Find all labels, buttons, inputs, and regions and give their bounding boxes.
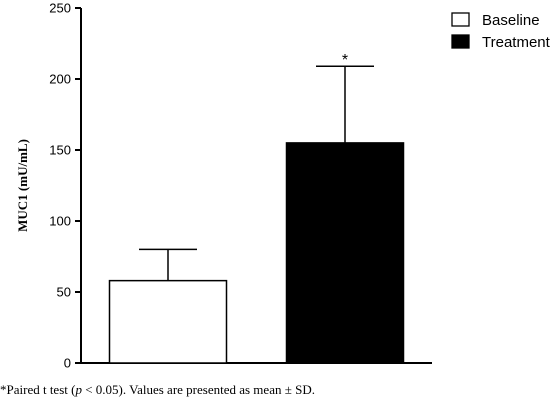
legend-swatch: [451, 34, 470, 49]
y-tick-label: 0: [64, 356, 71, 371]
bar-treatment: [285, 142, 405, 364]
footnote-italic: p: [75, 382, 82, 397]
y-axis-label: MUC1 (mU/mL): [15, 139, 30, 232]
legend-label: Baseline: [482, 12, 540, 29]
y-tick-label: 100: [49, 214, 71, 229]
bar-baseline: [108, 279, 228, 364]
y-tick-label: 50: [57, 285, 71, 300]
footnote-suffix: < 0.05). Values are presented as mean ± …: [81, 382, 315, 397]
legend: Baseline Treatment: [451, 12, 550, 51]
footnote: *Paired t test (p < 0.05). Values are pr…: [0, 382, 550, 398]
bars: *: [108, 52, 405, 364]
y-tick-label: 200: [49, 72, 71, 87]
footnote-prefix: *Paired t test (: [0, 382, 76, 397]
y-tick-label: 250: [49, 1, 71, 16]
significance-annotation: *: [342, 52, 348, 69]
y-tick-label: 150: [49, 143, 71, 158]
legend-label: Treatment: [482, 34, 550, 51]
legend-swatch: [451, 12, 470, 27]
